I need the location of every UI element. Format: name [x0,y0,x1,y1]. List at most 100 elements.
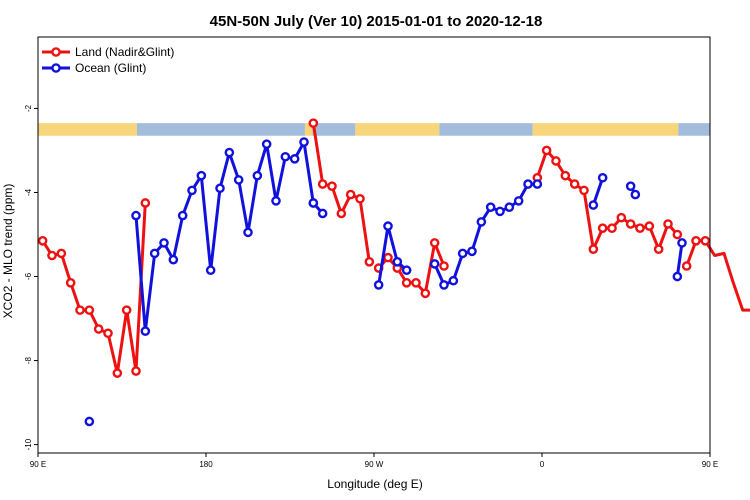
ocean-point [476,217,487,227]
land-line [41,202,147,375]
ocean-point [233,175,244,185]
ocean-point [597,172,608,183]
land-mask-segment [355,123,440,136]
ocean-series [84,137,687,427]
ocean-point [373,280,384,290]
land-point [700,235,711,246]
ocean-point [196,170,207,181]
ocean-point [149,248,160,259]
land-point [56,248,67,259]
ocean-mask-segment [678,123,710,136]
land-line [311,122,371,263]
ocean-point [495,206,505,217]
land-point [112,368,123,378]
ocean-point [317,208,328,219]
land-point [336,208,347,219]
land-point [75,305,85,315]
land-point [317,179,328,189]
land-ocean-bar [38,123,710,136]
ocean-point [677,238,687,248]
y-tick-label: -6 [24,272,33,280]
land-point [364,257,375,267]
x-tick-label: 90 E [30,460,46,469]
land-point [93,324,104,334]
land-point [579,185,589,196]
ocean-point [140,326,151,336]
land-point [131,366,141,376]
ocean-point [308,198,319,208]
ocean-point [289,154,300,164]
land-point [569,179,580,189]
ocean-point [429,259,440,269]
ocean-point [485,202,496,212]
land-point [327,181,337,191]
ocean-point [588,200,599,210]
land-point [37,235,48,246]
y-tick-label: -8 [24,356,33,364]
ocean-point [630,189,641,200]
ocean-mask-segment [312,123,356,136]
land-point [121,305,132,315]
x-tick-label: 0 [540,460,545,469]
land-point [551,156,561,166]
land-point [401,278,412,288]
land-point [560,170,571,181]
y-axis-label: XCO2 - MLO trend (ppm) [1,184,15,319]
x-tick-label: 90 E [702,460,718,469]
ocean-line [675,242,684,277]
land-point [345,189,356,200]
land-point [663,219,673,229]
land-point [65,278,76,288]
land-point [653,244,664,255]
land-line [685,239,750,312]
ocean-point [392,257,403,267]
ocean-point [467,246,477,257]
land-point [644,221,655,231]
land-point [635,223,645,233]
ocean-point [513,196,524,206]
x-tick-label: 90 W [365,460,384,469]
land-line [535,149,679,251]
land-point [411,278,421,288]
ocean-point [504,202,515,212]
land-point [691,235,701,246]
ocean-mask-segment [136,123,305,136]
land-point [308,118,319,128]
y-tick-label: -4 [24,188,33,196]
land-point [681,261,692,271]
ocean-line [134,140,315,333]
land-point [103,328,113,339]
land-point [429,238,440,248]
ocean-point [177,210,188,221]
land-point [383,252,393,263]
x-axis-label: Longitude (deg E) [327,477,422,491]
land-point [616,212,627,223]
ocean-point [523,179,533,189]
ocean-point [261,139,272,149]
legend-ocean-marker [51,63,61,73]
ocean-point [131,210,141,221]
ocean-point [625,181,636,191]
land-series [37,118,750,378]
series-layer [37,118,750,427]
y-tick-label: -2 [24,104,33,112]
chart-title: 45N-50N July (Ver 10) 2015-01-01 to 2020… [210,13,543,30]
ocean-point [672,271,683,282]
land-point [541,145,552,156]
ocean-point [532,179,543,189]
x-tick-label: 180 [199,460,213,469]
land-point [625,219,636,229]
legend-land-marker [51,47,61,57]
land-point [84,305,95,315]
ocean-point [280,151,291,162]
ocean-point [383,221,393,231]
ocean-point [159,238,169,248]
x-axis: 90 E 180 90 W 0 90 E [30,453,718,469]
land-point [355,193,365,204]
land-point [588,244,599,255]
land-point [420,288,431,299]
land-point [439,261,449,271]
legend-ocean-label: Ocean (Glint) [75,61,146,75]
ocean-point [215,183,225,194]
